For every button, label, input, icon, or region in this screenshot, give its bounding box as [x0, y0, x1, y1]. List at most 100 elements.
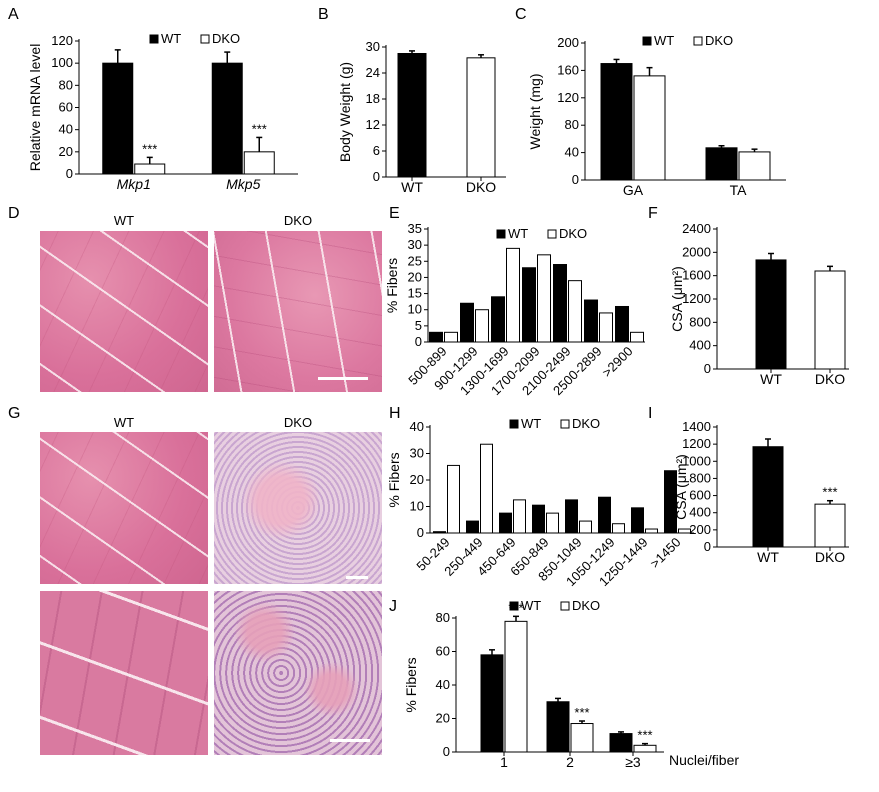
y-axis-title: CSA (μm²): [669, 266, 685, 332]
y-tick-label: 200: [557, 35, 579, 50]
scale-bar: [330, 739, 370, 742]
legend-swatch: [200, 34, 210, 44]
legend-label: DKO: [559, 226, 587, 241]
y-tick-label: 20: [436, 711, 450, 726]
y-tick-label: 800: [689, 314, 711, 329]
y-tick-label: 0: [704, 539, 711, 554]
x-axis-title: Nuclei/fiber: [669, 752, 739, 768]
y-tick-label: 20: [59, 144, 73, 159]
legend-swatch: [642, 36, 652, 46]
y-tick-label: 1200: [682, 291, 711, 306]
scale-bar: [318, 377, 368, 380]
y-tick-label: 0: [417, 525, 424, 540]
chart-b: 0 6 12 18 24 30 Body Weight (g) WT DKO: [337, 39, 506, 195]
y-tick-label: 30: [366, 39, 380, 54]
histology-d-dko-label: DKO: [283, 213, 313, 228]
bar-dko: [738, 151, 771, 181]
legend-label: DKO: [572, 598, 600, 613]
y-tick-label: 15: [408, 286, 422, 301]
bar-dko: [480, 443, 493, 534]
bar-dko: [570, 723, 594, 753]
x-tick-label: 1: [500, 754, 508, 770]
y-axis-title: Body Weight (g): [337, 62, 353, 162]
bar-wt: [598, 496, 611, 534]
x-tick-label: WT: [760, 371, 782, 387]
significance-label: ***: [574, 705, 589, 720]
significance-label: ***: [822, 485, 837, 500]
panel-letter-a: A: [8, 6, 19, 23]
bar-wt: [752, 446, 784, 548]
y-tick-label: 1400: [682, 419, 711, 434]
y-tick-label: 160: [557, 62, 579, 77]
significance-label: ***: [637, 728, 652, 743]
y-tick-label: 800: [689, 470, 711, 485]
chart-i: 0 200 400 600 800 1000 1200 1400 CSA (μm²) WT DKO *…: [673, 419, 849, 565]
x-tick-label: ≥3: [625, 754, 641, 770]
panel-letter-e: E: [389, 205, 400, 222]
x-tick-label: >1450: [647, 535, 683, 571]
bar-wt: [584, 299, 598, 343]
legend-label: WT: [521, 598, 541, 613]
histology-d-wt-label: WT: [113, 213, 135, 228]
bar-dko: [630, 331, 644, 343]
y-tick-label: 0: [373, 169, 380, 184]
y-tick-label: 18: [366, 91, 380, 106]
bar-wt: [397, 53, 427, 178]
bar-wt: [705, 147, 738, 181]
histology-g-wt-label: WT: [113, 415, 135, 430]
panel-letter-i: I: [648, 405, 653, 422]
y-tick-label: 30: [408, 237, 422, 252]
legend-label: DKO: [572, 416, 600, 431]
bar-wt: [664, 470, 677, 534]
histology-g-dko-label: DKO: [283, 415, 313, 430]
y-tick-label: 40: [410, 419, 424, 434]
bar-wt: [102, 62, 134, 175]
legend-swatch: [496, 229, 506, 239]
y-tick-label: 80: [436, 610, 450, 625]
y-tick-label: 2000: [682, 244, 711, 259]
y-axis-title: CSA (μm²): [673, 454, 689, 520]
y-tick-label: 0: [704, 361, 711, 376]
bar-wt: [433, 531, 446, 534]
panel-letter-j: J: [389, 598, 397, 615]
bar-wt: [466, 520, 479, 534]
bar-dko: [678, 528, 691, 534]
bar-wt: [565, 499, 578, 534]
y-tick-label: 0: [572, 172, 579, 187]
legend-swatch: [547, 229, 557, 239]
x-tick-label: DKO: [815, 371, 845, 387]
histology-image-g-dko: [214, 432, 382, 584]
y-tick-label: 60: [59, 100, 73, 115]
y-tick-label: 20: [408, 269, 422, 284]
y-tick-label: 40: [59, 122, 73, 137]
scale-bar: [346, 576, 368, 579]
x-tick-label: Mkp5: [226, 176, 260, 192]
y-tick-label: 12: [366, 117, 380, 132]
bar-dko: [447, 464, 460, 534]
y-tick-label: 2400: [682, 221, 711, 236]
bar-wt: [522, 267, 536, 343]
histology-image-g-wt-zoom: [40, 591, 208, 755]
bar-dko: [612, 523, 625, 534]
chart-f: 0 400 800 1200 1600 2000 2400 CSA (μm²) WT DKO: [669, 221, 849, 387]
y-tick-label: 60: [436, 644, 450, 659]
legend-swatch: [149, 34, 159, 44]
bar-dko: [134, 163, 166, 175]
legend-label: WT: [654, 33, 674, 48]
y-tick-label: 1000: [682, 453, 711, 468]
bar-wt: [211, 62, 243, 175]
y-tick-label: 80: [59, 77, 73, 92]
significance-label: ***: [142, 141, 157, 156]
panel-letter-c: C: [515, 6, 527, 23]
x-tick-label: WT: [401, 179, 423, 195]
legend-label: WT: [161, 31, 181, 46]
histology-image-g-wt: [40, 432, 208, 584]
legend-label: DKO: [705, 33, 733, 48]
y-tick-label: 200: [689, 522, 711, 537]
x-tick-label: DKO: [815, 549, 845, 565]
y-tick-label: 80: [565, 117, 579, 132]
